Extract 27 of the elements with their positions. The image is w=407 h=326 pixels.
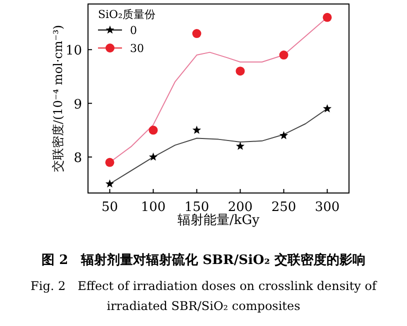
x-tick-label: 300 <box>314 200 340 215</box>
point <box>105 179 114 188</box>
point <box>322 104 332 112</box>
point <box>236 142 245 150</box>
y-tick-label: 8 <box>74 151 82 166</box>
point <box>192 29 202 38</box>
caption: 图 2 辐射剂量对辐射硫化 SBR/SiO₂ 交联密度的影响 <box>42 252 366 268</box>
y-tick-label: 10 <box>65 44 82 59</box>
x-tick-label: 50 <box>101 200 118 215</box>
point <box>105 158 114 167</box>
y-tick-label: 9 <box>74 97 82 112</box>
x-tick-label: 250 <box>271 200 296 215</box>
x-tick-label: 100 <box>140 200 166 215</box>
point <box>192 126 202 134</box>
legend-title: SiO₂质量份 <box>98 8 156 21</box>
y-axis-title: 交联密度/(10⁻⁴ mol·cm⁻³) <box>51 24 65 172</box>
legend-label: 0 <box>130 24 137 37</box>
point <box>322 12 332 22</box>
point <box>236 66 245 76</box>
point <box>148 126 158 135</box>
x-tick-label: 200 <box>228 200 253 215</box>
point <box>279 131 288 140</box>
x-axis-title: 辐射能量/kGy <box>178 213 260 228</box>
point <box>148 152 158 161</box>
caption: Fig. 2 Effect of irradiation doses on crosslink density of irradiated SBR/SiO₂ composites <box>30 279 378 313</box>
point <box>279 50 288 60</box>
legend-label: 30 <box>130 42 144 55</box>
